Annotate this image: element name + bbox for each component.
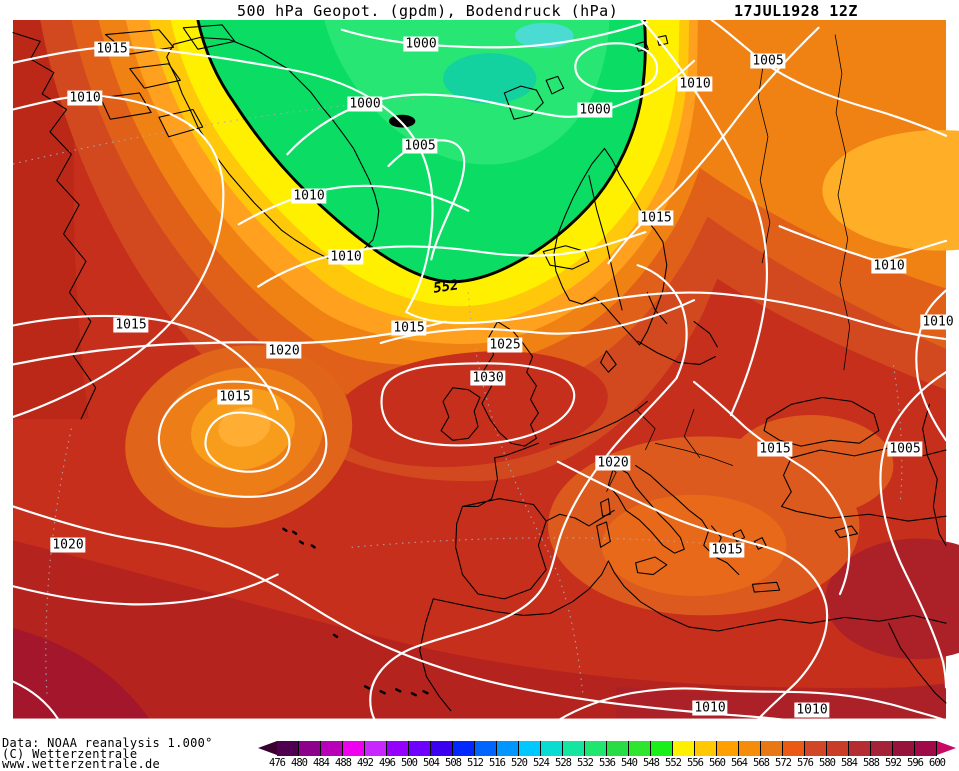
color-scale-tick-536: 536 [599,757,616,769]
geopotential-552-contour [196,20,647,284]
color-scale-left-arrow [258,741,277,755]
color-scale-segment [585,741,607,756]
color-scale-segment [673,741,695,756]
color-scale-tick-508: 508 [445,757,462,769]
pressure-field-fill [12,20,959,719]
color-scale-tick-592: 592 [885,757,902,769]
color-scale-segment [849,741,871,756]
color-scale-tick-568: 568 [753,757,770,769]
color-scale-tick-540: 540 [621,757,638,769]
map-datetime: 17JUL1928 12Z [734,2,858,20]
color-scale-tick-524: 524 [533,757,550,769]
weather-map-canvas [11,20,959,724]
color-scale-tick-584: 584 [841,757,858,769]
attribution: Data: NOAA reanalysis 1.000° (C) Wetterz… [2,736,213,771]
color-scale-tick-576: 576 [797,757,814,769]
color-scale-segment [475,741,497,756]
attribution-website: www.wetterzentrale.de [2,757,161,771]
color-scale-segment [541,741,563,756]
isobars [11,20,948,724]
color-scale-tick-520: 520 [511,757,528,769]
color-scale-segment [387,741,409,756]
color-scale-tick-528: 528 [555,757,572,769]
color-scale-tick-600: 600 [929,757,946,769]
color-scale-tick-516: 516 [489,757,506,769]
color-scale-segment [519,741,541,756]
footer: Data: NOAA reanalysis 1.000° (C) Wetterz… [0,736,959,771]
title-bar: 500 hPa Geopot. (gpdm), Bodendruck (hPa)… [0,0,959,20]
color-scale-ticks: 476 480 484 488 492 496 500 504 508 512 516 520 524 5… [258,757,958,769]
color-scale-segment [717,741,739,756]
color-scale-segment [343,741,365,756]
color-scale-tick-512: 512 [467,757,484,769]
color-scale-tick-572: 572 [775,757,792,769]
color-scale-segment [497,741,519,756]
color-scale-tick-552: 552 [665,757,682,769]
color-scale-segment [277,741,299,756]
color-scale-tick-488: 488 [335,757,352,769]
color-scale-tick-480: 480 [291,757,308,769]
color-scale-tick-580: 580 [819,757,836,769]
color-scale-tick-504: 504 [423,757,440,769]
color-scale-segment [871,741,893,756]
color-scale-tick-532: 532 [577,757,594,769]
color-scale-segment [893,741,915,756]
color-scale-tick-484: 484 [313,757,330,769]
color-scale-segment [915,741,937,756]
color-scale-tick-500: 500 [401,757,418,769]
color-scale-bar [258,741,956,756]
color-scale-tick-492: 492 [357,757,374,769]
weather-map: 1015 1010 1000 1000 1005 1010 1010 1000 1010 1005… [0,20,959,738]
attribution-data-source: Data: NOAA reanalysis 1.000° [2,736,213,750]
color-scale-tick-556: 556 [687,757,704,769]
color-scale-segment [299,741,321,756]
color-scale-tick-496: 496 [379,757,396,769]
color-scale-segment [409,741,431,756]
color-scale-segment [563,741,585,756]
color-scale-segment [365,741,387,756]
color-scale-tick-548: 548 [643,757,660,769]
color-scale-tick-560: 560 [709,757,726,769]
geopotential-color-scale: 476 480 484 488 492 496 500 504 508 512 516 520 524 5… [258,740,958,769]
color-scale-segment [761,741,783,756]
color-scale-segment [453,741,475,756]
map-title: 500 hPa Geopot. (gpdm), Bodendruck (hPa) [237,2,619,20]
color-scale-segment [739,741,761,756]
color-scale-segment [827,741,849,756]
color-scale-tick-588: 588 [863,757,880,769]
color-scale-segment [783,741,805,756]
color-scale-segment [651,741,673,756]
color-scale-segment [431,741,453,756]
color-scale-segment [695,741,717,756]
color-scale-tick-564: 564 [731,757,748,769]
color-scale-segment [321,741,343,756]
color-scale-segment [607,741,629,756]
color-scale-right-arrow [937,741,956,755]
attribution-copyright: (C) Wetterzentrale [2,746,138,761]
color-scale-segment [805,741,827,756]
color-scale-tick-596: 596 [907,757,924,769]
color-scale-segment [629,741,651,756]
color-scale-tick-476: 476 [269,757,286,769]
